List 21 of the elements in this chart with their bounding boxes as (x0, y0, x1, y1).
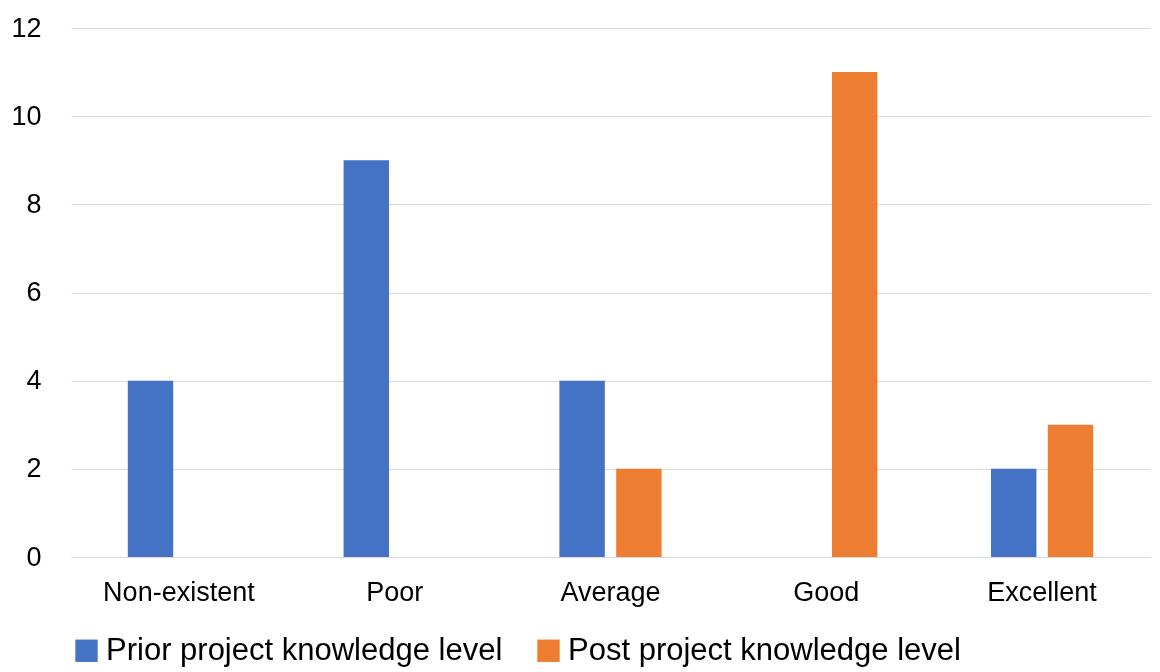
x-tick-label: Non-existent (103, 576, 256, 607)
bar (559, 380, 605, 557)
bar (127, 380, 174, 557)
y-tick-label: 6 (26, 277, 42, 307)
y-tick-label: 8 (26, 188, 42, 219)
x-tick-label: Excellent (987, 576, 1098, 607)
y-tick-label: 10 (11, 100, 42, 131)
y-tick-label: 0 (26, 541, 42, 572)
x-tick-label: Poor (366, 576, 424, 607)
y-tick-label: 4 (26, 365, 42, 396)
x-tick-label: Good (793, 576, 860, 607)
bar (831, 72, 878, 557)
bar (616, 468, 662, 557)
legend-label: Post project knowledge level (568, 631, 961, 667)
legend-label: Prior project knowledge level (106, 631, 503, 667)
y-tick-label: 2 (26, 453, 42, 484)
bar (990, 468, 1037, 557)
bar (1047, 424, 1094, 557)
y-tick-label: 12 (11, 12, 42, 43)
bar (343, 160, 390, 557)
x-tick-label: Average (560, 576, 661, 607)
